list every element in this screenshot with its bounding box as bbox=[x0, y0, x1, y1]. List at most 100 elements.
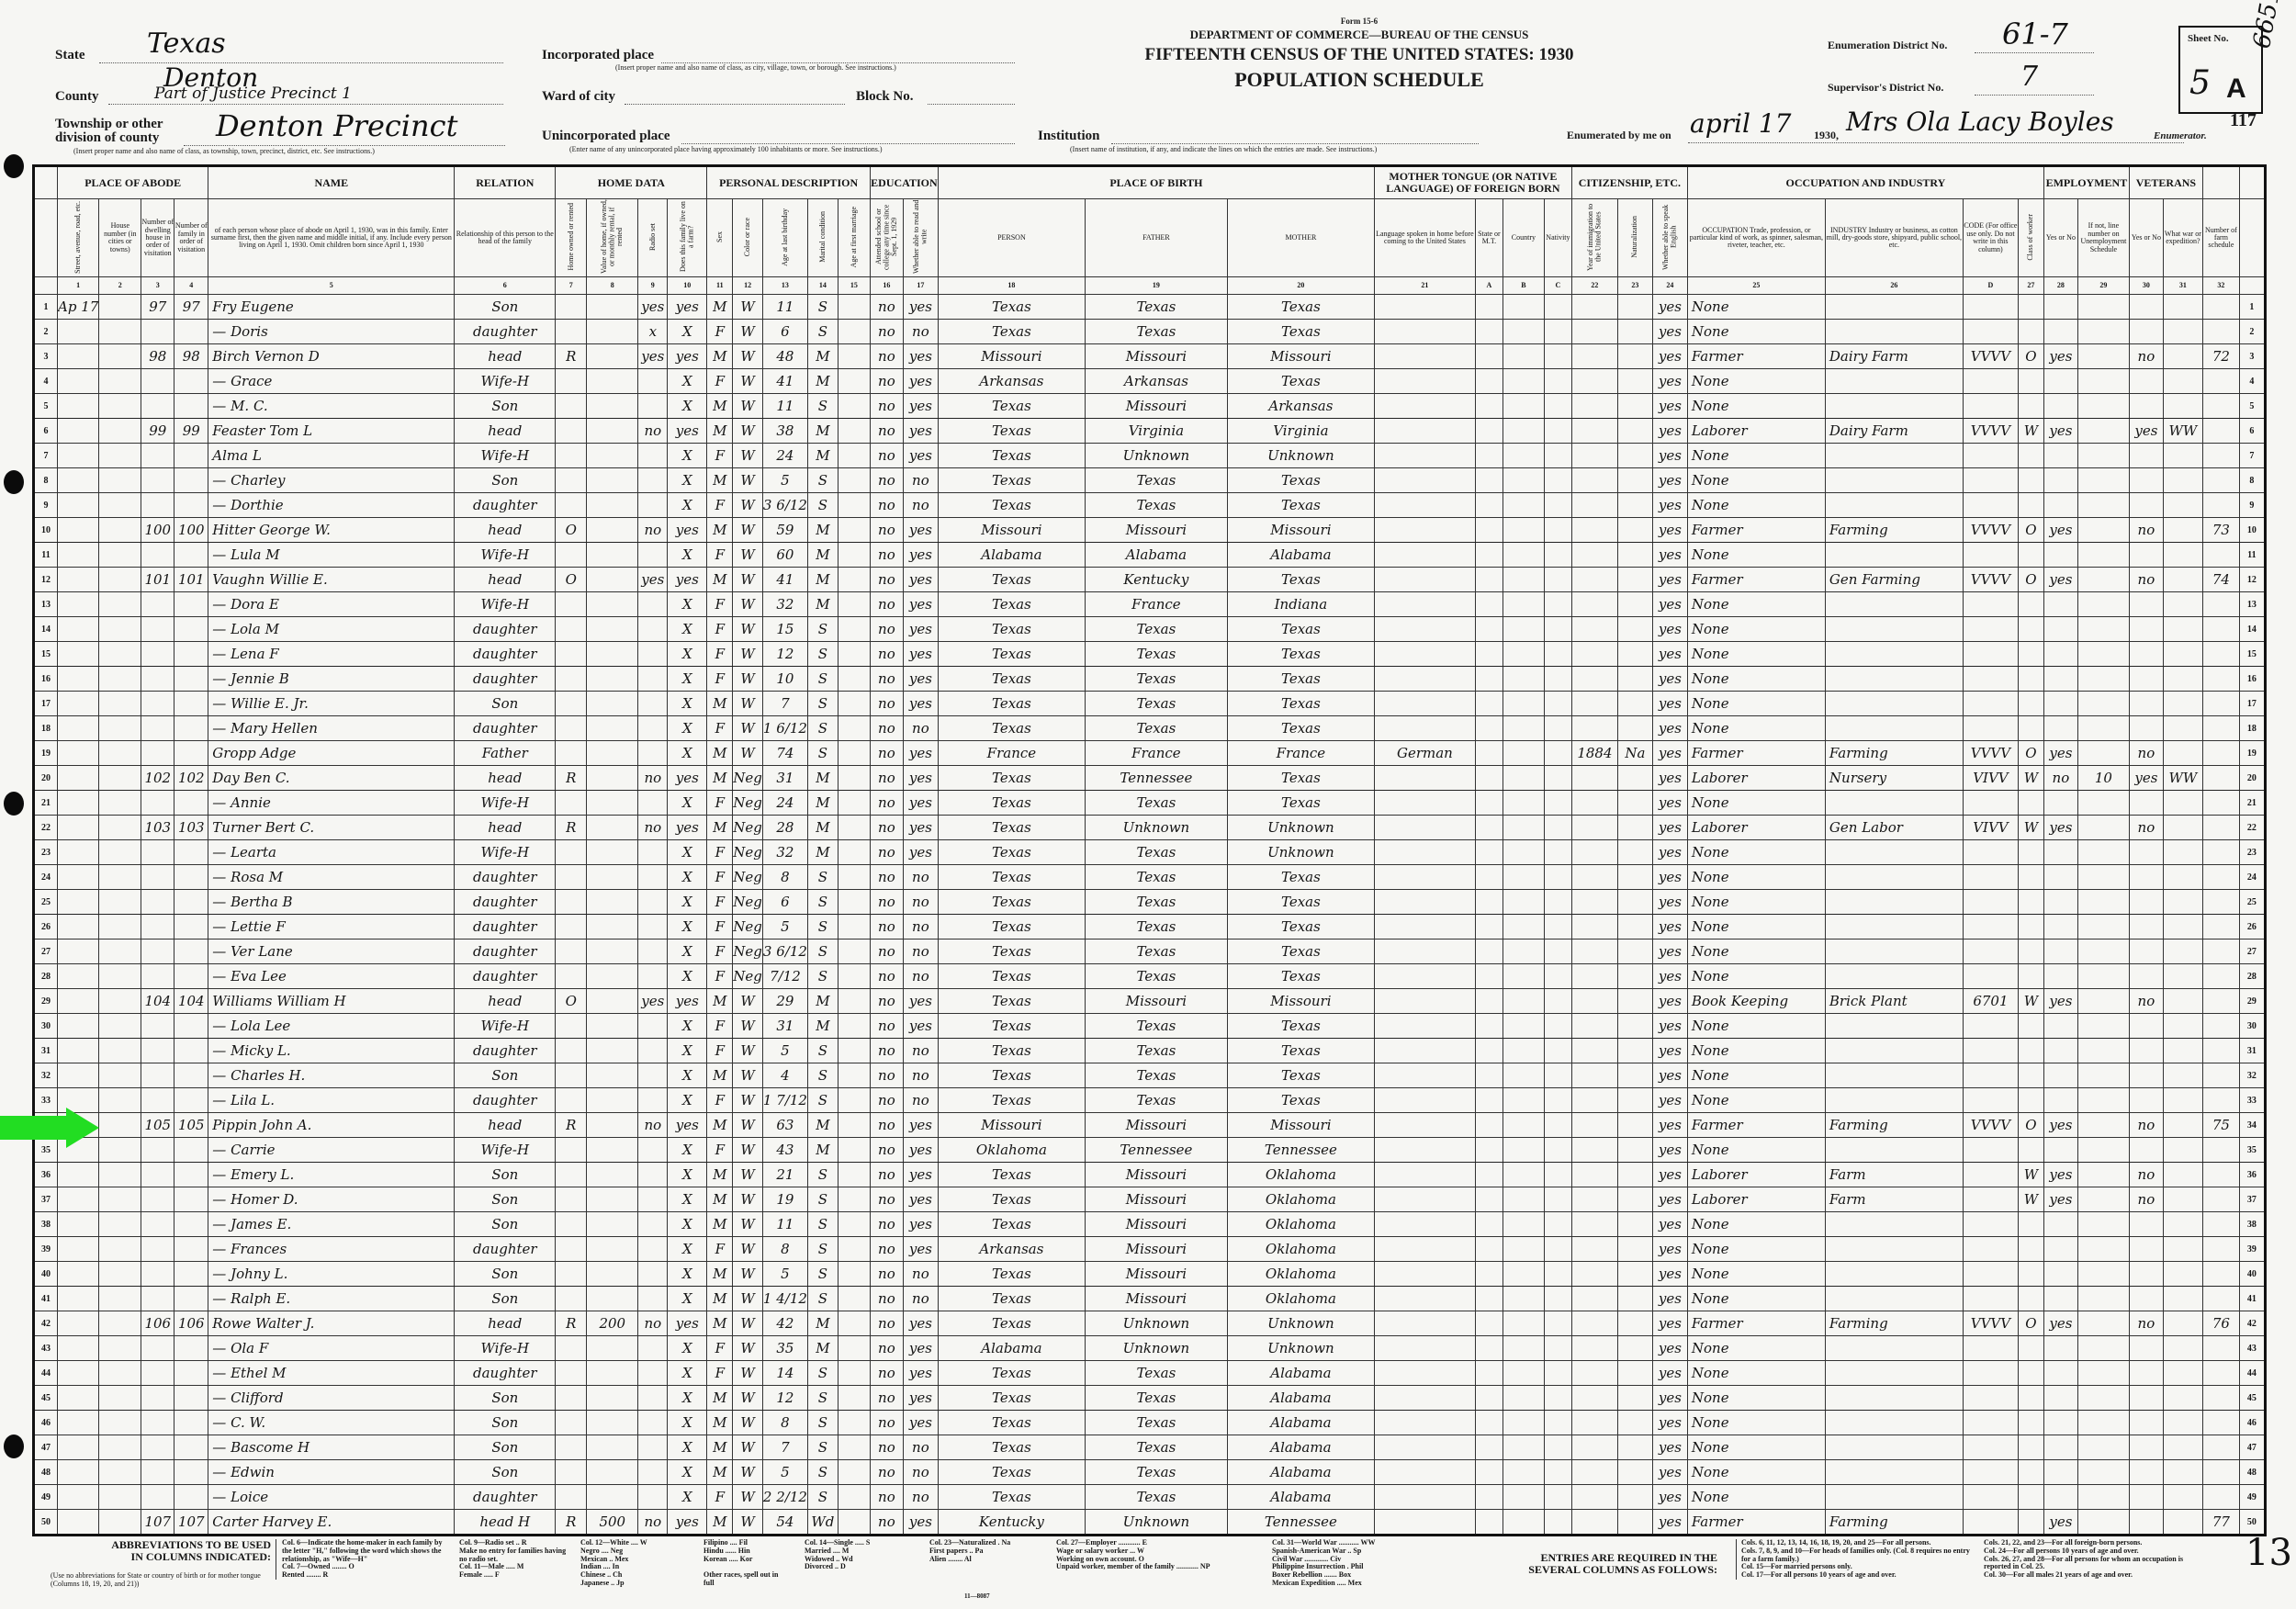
cell bbox=[2043, 1013, 2078, 1040]
cell: yes bbox=[902, 591, 939, 618]
column-header: Does this family live on a farm? bbox=[667, 197, 708, 278]
cell: VVVV bbox=[1962, 567, 2019, 593]
cell bbox=[1962, 1484, 2019, 1511]
cell bbox=[1616, 1286, 1653, 1312]
column-header: INDUSTRY Industry or business, as cotton… bbox=[1824, 197, 1964, 278]
cell: 32 bbox=[761, 839, 808, 866]
cell: yes bbox=[1651, 765, 1688, 792]
person-name: — Dora E bbox=[208, 591, 456, 618]
cell: no bbox=[869, 988, 904, 1015]
cell: yes bbox=[2128, 418, 2164, 444]
cell: F bbox=[706, 1013, 734, 1040]
cell bbox=[2077, 641, 2130, 668]
cell bbox=[837, 691, 871, 717]
cell bbox=[1373, 1459, 1476, 1486]
cell: 101 bbox=[174, 567, 209, 593]
cell: O bbox=[2017, 343, 2044, 370]
line-number-right: 31 bbox=[2238, 1038, 2266, 1064]
cell: Texas bbox=[937, 567, 1086, 593]
cell: yes bbox=[1651, 1013, 1688, 1040]
person-name: — Lola Lee bbox=[208, 1013, 456, 1040]
cell bbox=[2043, 368, 2078, 395]
cell: Unknown bbox=[1084, 1335, 1228, 1362]
cell: 106 bbox=[141, 1311, 175, 1337]
cell bbox=[98, 567, 142, 593]
cell: no bbox=[869, 1087, 904, 1114]
cell bbox=[2201, 641, 2240, 668]
cell bbox=[1373, 715, 1476, 742]
cell bbox=[1474, 1335, 1503, 1362]
cell bbox=[1474, 740, 1503, 767]
cell: no bbox=[2128, 517, 2164, 544]
line-number: 10 bbox=[33, 517, 58, 544]
cell bbox=[2043, 616, 2078, 643]
cell: no bbox=[869, 418, 904, 444]
cell bbox=[837, 715, 871, 742]
cell: no bbox=[869, 1335, 904, 1362]
cell bbox=[1373, 1385, 1476, 1412]
cell: F bbox=[706, 443, 734, 469]
cell: W bbox=[732, 418, 763, 444]
cell bbox=[637, 1013, 669, 1040]
person-name: — Edwin bbox=[208, 1459, 456, 1486]
cell bbox=[1502, 1112, 1545, 1139]
cell bbox=[837, 1112, 871, 1139]
cell bbox=[1824, 1385, 1964, 1412]
cell bbox=[586, 1459, 639, 1486]
cell: Missouri bbox=[937, 343, 1086, 370]
line-number: 15 bbox=[33, 641, 58, 668]
column-header: Nativity bbox=[1543, 197, 1572, 278]
cell bbox=[1616, 294, 1653, 321]
cell bbox=[141, 1211, 175, 1238]
cell bbox=[837, 864, 871, 891]
cell bbox=[837, 1137, 871, 1164]
cell bbox=[586, 715, 639, 742]
column-header: Language spoken in home before coming to… bbox=[1373, 197, 1476, 278]
cell: None bbox=[1686, 1286, 1826, 1312]
cell bbox=[2077, 1311, 2130, 1337]
column-header-label: Class of worker bbox=[2026, 213, 2035, 261]
cell: X bbox=[667, 666, 708, 692]
line-number-right: 34 bbox=[2238, 1112, 2266, 1139]
cell bbox=[1616, 790, 1653, 816]
cell bbox=[2077, 839, 2130, 866]
cell bbox=[1474, 1112, 1503, 1139]
cell bbox=[1373, 1261, 1476, 1288]
cell bbox=[1824, 616, 1964, 643]
cell: M bbox=[706, 1286, 734, 1312]
cell bbox=[2077, 889, 2130, 916]
cell bbox=[1824, 319, 1964, 345]
cell bbox=[1962, 1211, 2019, 1238]
cell: Wife-H bbox=[454, 1137, 557, 1164]
cell bbox=[2128, 666, 2164, 692]
enumerated-line bbox=[1688, 141, 2184, 143]
cell: Texas bbox=[937, 1087, 1086, 1114]
cell: X bbox=[667, 542, 708, 568]
cell bbox=[1543, 740, 1572, 767]
cell bbox=[1570, 1137, 1618, 1164]
cell: None bbox=[1686, 542, 1826, 568]
cell: Texas bbox=[937, 492, 1086, 519]
cell bbox=[2162, 939, 2203, 965]
column-number: D bbox=[1962, 276, 2019, 296]
column-header-label: Street, avenue, road, etc. bbox=[73, 200, 82, 274]
line-number: 23 bbox=[33, 839, 58, 866]
cell bbox=[555, 542, 588, 568]
person-name: Turner Bert C. bbox=[208, 815, 456, 841]
cell bbox=[1502, 542, 1545, 568]
cell bbox=[1373, 616, 1476, 643]
cell: yes bbox=[1651, 1063, 1688, 1089]
cell bbox=[837, 517, 871, 544]
cell: 105 bbox=[141, 1112, 175, 1139]
cell bbox=[2162, 1211, 2203, 1238]
cell: W bbox=[732, 1162, 763, 1188]
cell bbox=[555, 1360, 588, 1387]
cell: W bbox=[732, 591, 763, 618]
cell bbox=[1373, 1187, 1476, 1213]
cell: Son bbox=[454, 1162, 557, 1188]
cell bbox=[56, 418, 100, 444]
cell bbox=[1570, 368, 1618, 395]
cell: 8 bbox=[761, 1410, 808, 1436]
cell bbox=[586, 343, 639, 370]
